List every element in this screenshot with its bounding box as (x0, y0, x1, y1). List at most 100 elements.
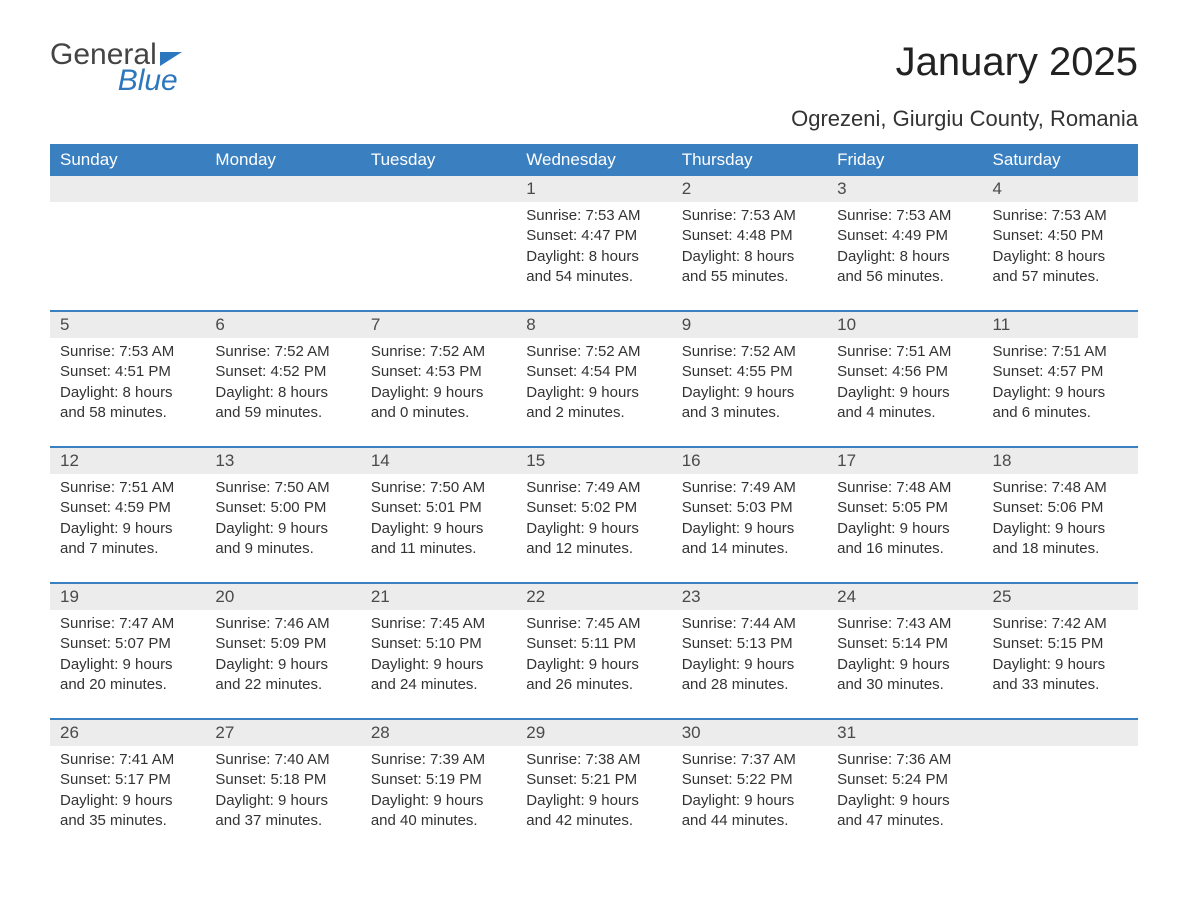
day-number: 17 (827, 448, 982, 474)
calendar-day: 11Sunrise: 7:51 AMSunset: 4:57 PMDayligh… (983, 312, 1138, 432)
calendar-day: 31Sunrise: 7:36 AMSunset: 5:24 PMDayligh… (827, 720, 982, 840)
calendar-day: 23Sunrise: 7:44 AMSunset: 5:13 PMDayligh… (672, 584, 827, 704)
day-sunrise: Sunrise: 7:53 AM (60, 342, 195, 362)
weekday-header: Friday (827, 144, 982, 176)
day-details: Sunrise: 7:48 AMSunset: 5:06 PMDaylight:… (983, 474, 1138, 559)
calendar-day: 6Sunrise: 7:52 AMSunset: 4:52 PMDaylight… (205, 312, 360, 432)
day-sunset: Sunset: 4:52 PM (215, 362, 350, 382)
day-d2: and 56 minutes. (837, 267, 972, 287)
day-d1: Daylight: 9 hours (526, 791, 661, 811)
day-number: 10 (827, 312, 982, 338)
day-number: 3 (827, 176, 982, 202)
calendar-day: 7Sunrise: 7:52 AMSunset: 4:53 PMDaylight… (361, 312, 516, 432)
day-d2: and 20 minutes. (60, 675, 195, 695)
calendar-grid: SundayMondayTuesdayWednesdayThursdayFrid… (50, 144, 1138, 840)
calendar-day: 1 Sunrise: 7:53 AMSunset: 4:47 PMDaylight… (516, 176, 671, 296)
day-sunset: Sunset: 4:47 PM (526, 226, 661, 246)
calendar-day: 8Sunrise: 7:52 AMSunset: 4:54 PMDaylight… (516, 312, 671, 432)
day-d1: Daylight: 9 hours (526, 383, 661, 403)
day-number: 18 (983, 448, 1138, 474)
day-details: Sunrise: 7:44 AMSunset: 5:13 PMDaylight:… (672, 610, 827, 695)
day-d1: Daylight: 8 hours (993, 247, 1128, 267)
day-sunset: Sunset: 5:03 PM (682, 498, 817, 518)
day-sunrise: Sunrise: 7:52 AM (682, 342, 817, 362)
day-d2: and 6 minutes. (993, 403, 1128, 423)
day-d2: and 18 minutes. (993, 539, 1128, 559)
day-d2: and 40 minutes. (371, 811, 506, 831)
day-sunset: Sunset: 5:00 PM (215, 498, 350, 518)
calendar-day: 27Sunrise: 7:40 AMSunset: 5:18 PMDayligh… (205, 720, 360, 840)
day-d1: Daylight: 9 hours (682, 383, 817, 403)
day-details: Sunrise: 7:41 AMSunset: 5:17 PMDaylight:… (50, 746, 205, 831)
day-d2: and 7 minutes. (60, 539, 195, 559)
day-number: 16 (672, 448, 827, 474)
day-d2: and 47 minutes. (837, 811, 972, 831)
calendar-week: 12Sunrise: 7:51 AMSunset: 4:59 PMDayligh… (50, 446, 1138, 568)
day-details: Sunrise: 7:38 AMSunset: 5:21 PMDaylight:… (516, 746, 671, 831)
day-details: Sunrise: 7:53 AMSunset: 4:50 PMDaylight:… (983, 202, 1138, 287)
calendar-day: 17Sunrise: 7:48 AMSunset: 5:05 PMDayligh… (827, 448, 982, 568)
day-details: Sunrise: 7:50 AMSunset: 5:00 PMDaylight:… (205, 474, 360, 559)
day-number (50, 176, 205, 202)
calendar-day: 28Sunrise: 7:39 AMSunset: 5:19 PMDayligh… (361, 720, 516, 840)
day-details: Sunrise: 7:45 AMSunset: 5:11 PMDaylight:… (516, 610, 671, 695)
day-details: Sunrise: 7:53 AMSunset: 4:48 PMDaylight:… (672, 202, 827, 287)
day-d1: Daylight: 8 hours (60, 383, 195, 403)
calendar-day (983, 720, 1138, 840)
weekday-header: Sunday (50, 144, 205, 176)
day-d2: and 0 minutes. (371, 403, 506, 423)
day-details: Sunrise: 7:48 AMSunset: 5:05 PMDaylight:… (827, 474, 982, 559)
day-sunset: Sunset: 5:07 PM (60, 634, 195, 654)
calendar-day: 29Sunrise: 7:38 AMSunset: 5:21 PMDayligh… (516, 720, 671, 840)
day-sunrise: Sunrise: 7:51 AM (993, 342, 1128, 362)
day-details: Sunrise: 7:46 AMSunset: 5:09 PMDaylight:… (205, 610, 360, 695)
day-d1: Daylight: 8 hours (837, 247, 972, 267)
day-sunrise: Sunrise: 7:53 AM (993, 206, 1128, 226)
day-details: Sunrise: 7:53 AMSunset: 4:51 PMDaylight:… (50, 338, 205, 423)
day-details: Sunrise: 7:52 AMSunset: 4:54 PMDaylight:… (516, 338, 671, 423)
day-d2: and 54 minutes. (526, 267, 661, 287)
day-details: Sunrise: 7:52 AMSunset: 4:53 PMDaylight:… (361, 338, 516, 423)
day-sunrise: Sunrise: 7:53 AM (526, 206, 661, 226)
day-d1: Daylight: 9 hours (60, 519, 195, 539)
day-d1: Daylight: 9 hours (682, 519, 817, 539)
calendar-day: 2Sunrise: 7:53 AMSunset: 4:48 PMDaylight… (672, 176, 827, 296)
day-d1: Daylight: 9 hours (993, 383, 1128, 403)
calendar-day: 3Sunrise: 7:53 AMSunset: 4:49 PMDaylight… (827, 176, 982, 296)
day-details: Sunrise: 7:36 AMSunset: 5:24 PMDaylight:… (827, 746, 982, 831)
page-title: January 2025 (896, 40, 1138, 85)
calendar-day: 19Sunrise: 7:47 AMSunset: 5:07 PMDayligh… (50, 584, 205, 704)
day-d1: Daylight: 9 hours (60, 655, 195, 675)
day-details: Sunrise: 7:43 AMSunset: 5:14 PMDaylight:… (827, 610, 982, 695)
day-d1: Daylight: 9 hours (526, 519, 661, 539)
day-number: 1 (516, 176, 671, 202)
day-details: Sunrise: 7:40 AMSunset: 5:18 PMDaylight:… (205, 746, 360, 831)
day-number (983, 720, 1138, 746)
logo-word2: Blue (50, 66, 182, 96)
day-number: 6 (205, 312, 360, 338)
day-sunrise: Sunrise: 7:45 AM (526, 614, 661, 634)
day-sunset: Sunset: 5:05 PM (837, 498, 972, 518)
day-d1: Daylight: 9 hours (215, 791, 350, 811)
day-d2: and 11 minutes. (371, 539, 506, 559)
day-sunrise: Sunrise: 7:40 AM (215, 750, 350, 770)
day-sunset: Sunset: 4:59 PM (60, 498, 195, 518)
day-number: 11 (983, 312, 1138, 338)
day-d2: and 2 minutes. (526, 403, 661, 423)
day-d2: and 37 minutes. (215, 811, 350, 831)
day-sunset: Sunset: 4:49 PM (837, 226, 972, 246)
day-d1: Daylight: 8 hours (526, 247, 661, 267)
day-number: 15 (516, 448, 671, 474)
day-number: 4 (983, 176, 1138, 202)
day-number: 25 (983, 584, 1138, 610)
logo-triangle-icon (160, 52, 182, 66)
day-d1: Daylight: 9 hours (837, 655, 972, 675)
day-sunrise: Sunrise: 7:44 AM (682, 614, 817, 634)
calendar-day: 10Sunrise: 7:51 AMSunset: 4:56 PMDayligh… (827, 312, 982, 432)
day-sunrise: Sunrise: 7:48 AM (837, 478, 972, 498)
day-number: 20 (205, 584, 360, 610)
day-details: Sunrise: 7:39 AMSunset: 5:19 PMDaylight:… (361, 746, 516, 831)
day-sunset: Sunset: 4:55 PM (682, 362, 817, 382)
calendar-day: 20Sunrise: 7:46 AMSunset: 5:09 PMDayligh… (205, 584, 360, 704)
day-number: 8 (516, 312, 671, 338)
